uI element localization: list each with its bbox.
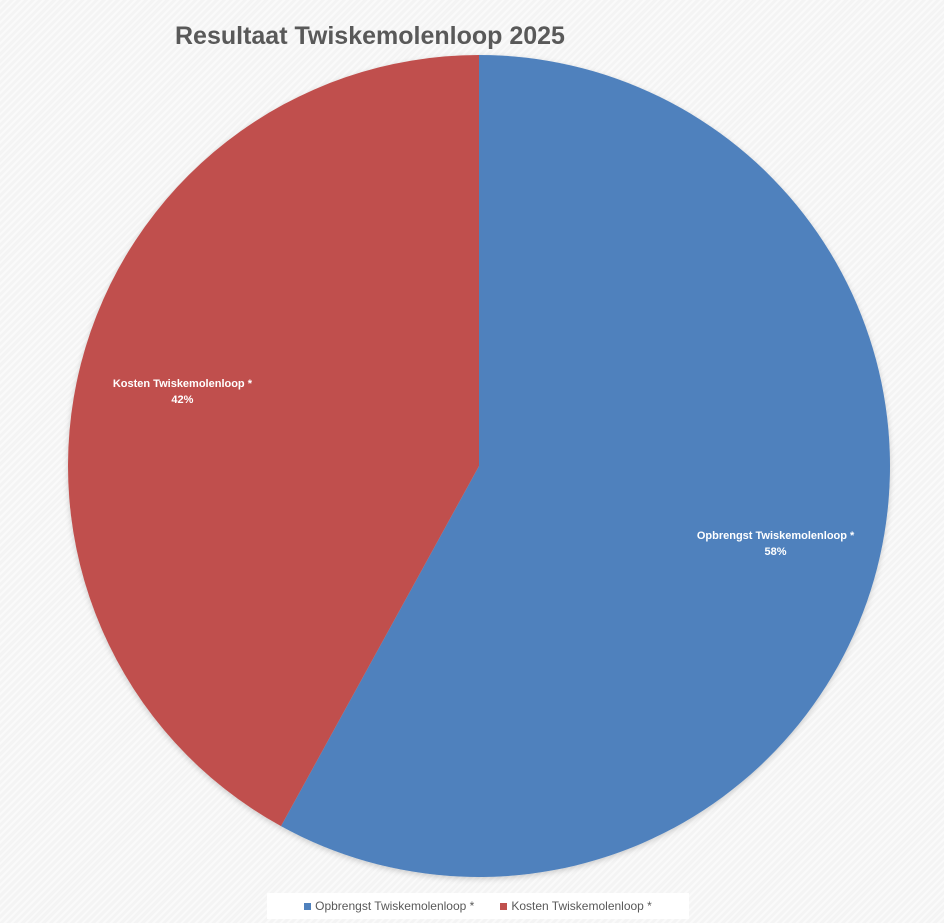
legend-item: Opbrengst Twiskemolenloop *: [304, 899, 474, 913]
pie-slice-kosten: [67, 55, 480, 827]
slice-label-name: Kosten Twiskemolenloop *: [113, 378, 253, 390]
pie-slice-opbrengst: [280, 55, 890, 877]
legend-swatch-kosten: [500, 902, 508, 910]
legend-item: Kosten Twiskemolenloop *: [500, 899, 652, 913]
chart-title: Resultaat Twiskemolenloop 2025: [175, 22, 565, 50]
chart-legend: Opbrengst Twiskemolenloop * Kosten Twisk…: [267, 893, 689, 919]
slice-label-name: Opbrengst Twiskemolenloop *: [697, 530, 855, 542]
legend-swatch-opbrengst: [304, 902, 312, 910]
legend-label-kosten: Kosten Twiskemolenloop *: [511, 899, 652, 913]
slice-label-value: 42%: [171, 394, 193, 406]
legend-label-opbrengst: Opbrengst Twiskemolenloop *: [315, 899, 475, 913]
slice-label-value: 58%: [765, 546, 787, 558]
